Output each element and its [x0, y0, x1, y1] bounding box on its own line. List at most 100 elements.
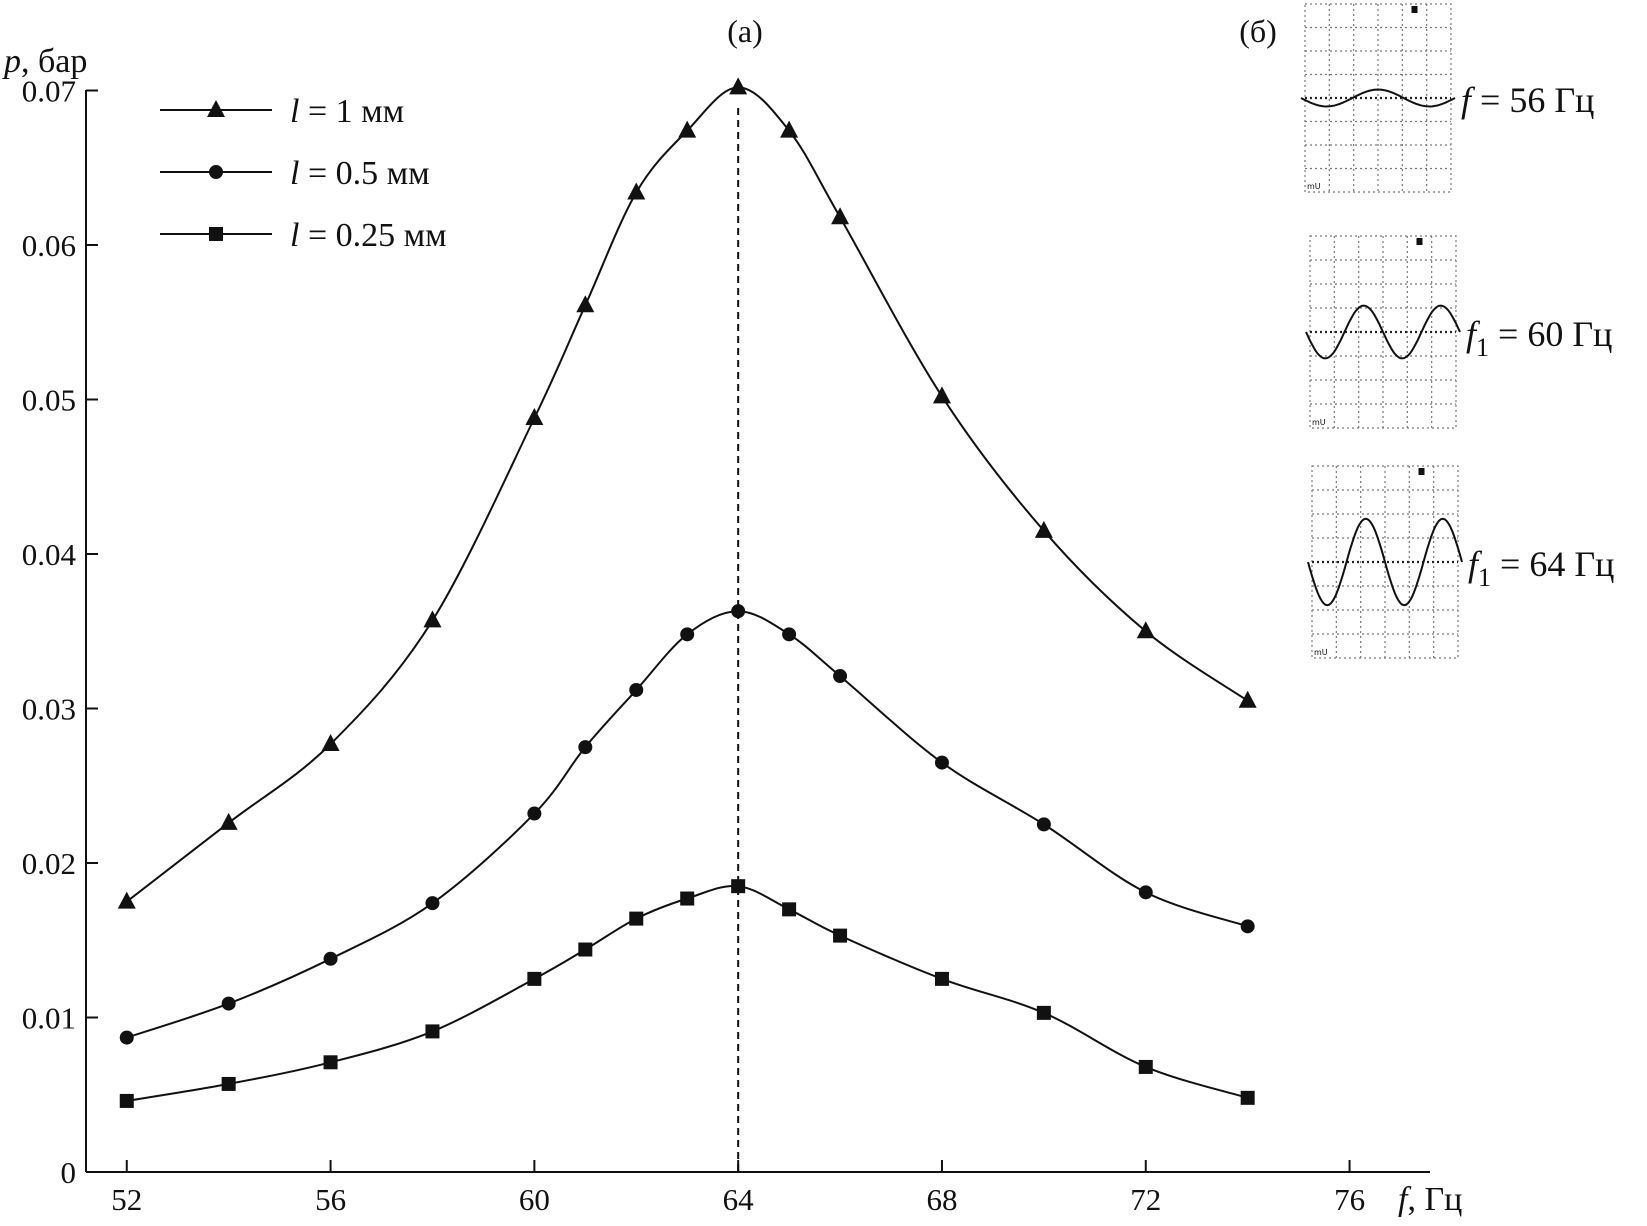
oscillogram-label-0: f = 56 Гц — [1461, 80, 1594, 120]
series-1-point-14 — [1240, 919, 1255, 934]
y-tick-label-2: 0.02 — [22, 846, 76, 881]
series-0-point-14 — [1238, 690, 1257, 708]
series-2-point-3 — [425, 1024, 440, 1039]
legend-swatch-marker-2 — [209, 227, 223, 241]
y-tick-label-1: 0.01 — [22, 1001, 76, 1036]
series-0-point-12 — [1034, 520, 1053, 538]
legend-label-var-0: l — [290, 93, 299, 130]
x-tick-label-72: 72 — [1130, 1182, 1161, 1217]
series-0-point-5 — [576, 295, 595, 313]
y-tick-label-7: 0.07 — [22, 74, 76, 109]
series-1-point-4 — [527, 806, 542, 821]
y-tick-label-6: 0.06 — [22, 228, 76, 263]
series-2-point-0 — [119, 1093, 134, 1108]
series-2-point-4 — [527, 971, 542, 986]
legend-label-var-2: l — [290, 217, 299, 254]
series-1-point-7 — [680, 627, 695, 642]
series-1-point-1 — [221, 996, 236, 1011]
series-1-point-6 — [629, 682, 644, 697]
oscillogram-label-value-1: = 60 Гц — [1489, 314, 1612, 354]
x-tick-label-52: 52 — [111, 1182, 142, 1217]
series-0-point-10 — [831, 207, 850, 225]
legend-label-value-0: = 1 мм — [299, 93, 404, 130]
panel-b-label: (б) — [1239, 13, 1277, 49]
legend-swatch-marker-1 — [209, 165, 223, 179]
panel-a-label: (а) — [727, 13, 763, 49]
oscillogram-label-2: f1 = 64 Гц — [1468, 544, 1614, 592]
y-tick-label-5: 0.05 — [22, 383, 76, 418]
axis-ticks: 52 56 60 64 68 72 76 0 0.01 0.02 0.03 0.04 0.05 0.06 0… — [22, 74, 1365, 1218]
legend-swatch-marker-0 — [207, 100, 225, 117]
series-1-point-3 — [425, 896, 440, 911]
series-1-point-10 — [833, 669, 848, 684]
series-0 — [117, 77, 1257, 909]
y-axis-label-var: p — [2, 43, 21, 80]
series-0-point-2 — [321, 734, 340, 752]
legend-label-2: l = 0.25 мм — [290, 217, 447, 254]
series-2-point-7 — [680, 891, 695, 906]
series-0-point-9 — [780, 120, 799, 138]
legend: l = 1 ммl = 0.5 ммl = 0.25 мм — [160, 93, 447, 254]
series-2-point-13 — [1138, 1059, 1153, 1074]
x-tick-label-64: 64 — [723, 1182, 755, 1217]
oscillogram-label-value-0: = 56 Гц — [1471, 80, 1594, 120]
series-0-point-4 — [525, 408, 544, 426]
oscillogram-2: mU f1 = 64 Гц — [1307, 465, 1614, 659]
oscillogram-panel: mU f = 56 Гц mU f1 = 60 Гц mU f1 = 64 Гц — [1300, 3, 1614, 659]
x-tick-label-56: 56 — [315, 1182, 346, 1217]
x-tick-label-68: 68 — [926, 1182, 957, 1217]
x-axis-label-unit: , Гц — [1407, 1181, 1462, 1218]
y-tick-label-3: 0.03 — [22, 692, 76, 727]
series-2-point-9 — [782, 902, 797, 917]
legend-entry-0: l = 1 мм — [160, 93, 404, 130]
oscillogram-label-sub-1: 1 — [1476, 333, 1489, 362]
oscillogram-label-sub-2: 1 — [1478, 563, 1491, 592]
oscillogram-wave-1 — [1305, 304, 1461, 360]
series-1-point-13 — [1138, 885, 1153, 900]
series-1-point-0 — [119, 1030, 134, 1045]
y-tick-label-4: 0.04 — [22, 537, 77, 572]
oscillogram-label-1: f1 = 60 Гц — [1466, 314, 1612, 362]
x-tick-label-60: 60 — [519, 1182, 550, 1217]
legend-label-value-1: = 0.5 мм — [299, 155, 429, 192]
y-axis-label: p, бар — [2, 43, 87, 80]
oscillogram-trigger-icon-2 — [1418, 468, 1425, 475]
oscillogram-wave-0 — [1300, 88, 1456, 108]
series-0-point-6 — [627, 182, 646, 200]
x-tick-label-76: 76 — [1334, 1182, 1365, 1217]
series-2-point-6 — [629, 911, 644, 926]
series-1 — [119, 604, 1255, 1045]
oscillogram-wave-2 — [1307, 517, 1463, 607]
series-2-line — [126, 884, 1248, 1102]
legend-label-value-2: = 0.25 мм — [299, 217, 446, 254]
series-2-point-11 — [934, 971, 949, 986]
series-2-point-5 — [578, 942, 593, 957]
y-axis-label-unit: , бар — [21, 43, 87, 80]
series-1-point-12 — [1036, 817, 1051, 832]
oscillogram-trigger-icon-1 — [1416, 238, 1423, 245]
series-0-point-13 — [1136, 621, 1155, 639]
series-2-point-10 — [833, 928, 848, 943]
series-2-point-2 — [323, 1055, 338, 1070]
series-0-point-7 — [678, 120, 697, 138]
series-2-point-8 — [731, 879, 746, 894]
oscillogram-trigger-icon-0 — [1411, 6, 1418, 13]
series-2 — [119, 879, 1255, 1108]
series-1-line — [126, 610, 1249, 1039]
oscillogram-1: mU f1 = 60 Гц — [1305, 235, 1612, 429]
y-tick-label-0: 0 — [61, 1155, 77, 1190]
oscillogram-0: mU f = 56 Гц — [1300, 3, 1594, 193]
legend-label-1: l = 0.5 мм — [290, 155, 430, 192]
series-layer — [117, 77, 1257, 1108]
series-0-point-3 — [423, 610, 442, 628]
series-2-point-12 — [1036, 1005, 1051, 1020]
series-2-point-1 — [221, 1076, 236, 1091]
series-0-point-0 — [117, 891, 136, 909]
series-1-point-11 — [934, 755, 949, 770]
series-0-point-1 — [219, 812, 238, 830]
series-1-point-5 — [578, 740, 593, 755]
oscillogram-label-value-2: = 64 Гц — [1491, 544, 1614, 584]
oscillogram-corner-mark-0: mU — [1307, 182, 1321, 191]
legend-label-var-1: l — [290, 155, 299, 192]
